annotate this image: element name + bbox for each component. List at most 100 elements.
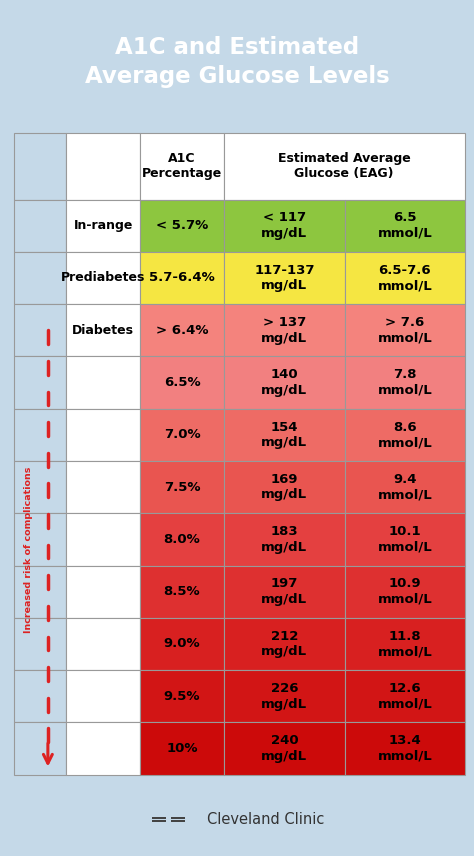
Text: < 117
mg/dL: < 117 mg/dL <box>261 211 308 240</box>
Bar <box>66 514 140 566</box>
Text: 8.6
mmol/L: 8.6 mmol/L <box>377 420 432 449</box>
Bar <box>345 304 465 356</box>
Bar <box>140 356 224 408</box>
Bar <box>152 817 166 819</box>
Text: 197
mg/dL: 197 mg/dL <box>261 578 308 606</box>
Bar <box>224 408 345 461</box>
Bar <box>345 618 465 670</box>
Text: 7.8
mmol/L: 7.8 mmol/L <box>377 368 432 397</box>
Bar <box>66 461 140 514</box>
Bar <box>140 252 224 304</box>
Bar <box>66 618 140 670</box>
Text: 6.5
mmol/L: 6.5 mmol/L <box>377 211 432 240</box>
Bar <box>14 722 66 775</box>
Bar <box>14 408 66 461</box>
Bar <box>345 408 465 461</box>
Bar <box>140 670 224 722</box>
Text: 11.8
mmol/L: 11.8 mmol/L <box>377 630 432 658</box>
Bar <box>224 252 345 304</box>
Bar <box>14 461 66 514</box>
Bar <box>224 514 345 566</box>
Bar <box>140 408 224 461</box>
Bar <box>345 566 465 618</box>
Bar <box>66 408 140 461</box>
Text: 9.5%: 9.5% <box>164 690 200 703</box>
Bar <box>345 514 465 566</box>
Text: 6.5%: 6.5% <box>164 376 201 389</box>
Text: A1C
Percentage: A1C Percentage <box>142 152 222 181</box>
Bar <box>224 133 465 199</box>
Text: 10.9
mmol/L: 10.9 mmol/L <box>377 578 432 606</box>
Bar <box>224 670 345 722</box>
Text: > 6.4%: > 6.4% <box>155 324 208 336</box>
Bar <box>140 722 224 775</box>
Bar <box>14 566 66 618</box>
Text: 117-137
mg/dL: 117-137 mg/dL <box>254 264 315 292</box>
Text: > 7.6
mmol/L: > 7.6 mmol/L <box>377 316 432 344</box>
Bar <box>14 199 66 252</box>
Text: A1C and Estimated
Average Glucose Levels: A1C and Estimated Average Glucose Levels <box>85 36 389 88</box>
Text: Prediabetes: Prediabetes <box>61 271 146 284</box>
Bar <box>224 304 345 356</box>
Bar <box>66 199 140 252</box>
Text: 169
mg/dL: 169 mg/dL <box>261 473 308 502</box>
Bar <box>345 722 465 775</box>
Text: 226
mg/dL: 226 mg/dL <box>261 682 308 710</box>
Text: 240
mg/dL: 240 mg/dL <box>261 734 308 763</box>
Text: Cleveland Clinic: Cleveland Clinic <box>207 812 324 827</box>
Bar <box>66 356 140 408</box>
Bar <box>14 252 66 304</box>
Text: 140
mg/dL: 140 mg/dL <box>261 368 308 397</box>
Text: 10.1
mmol/L: 10.1 mmol/L <box>377 525 432 554</box>
Bar <box>224 566 345 618</box>
Text: 212
mg/dL: 212 mg/dL <box>261 630 308 658</box>
Bar <box>14 670 66 722</box>
Text: 7.5%: 7.5% <box>164 480 200 494</box>
Bar <box>66 304 140 356</box>
Bar <box>224 461 345 514</box>
Bar <box>66 670 140 722</box>
Text: 9.0%: 9.0% <box>164 638 201 651</box>
Text: 154
mg/dL: 154 mg/dL <box>261 420 308 449</box>
Text: 10%: 10% <box>166 742 198 755</box>
Bar <box>224 618 345 670</box>
Text: In-range: In-range <box>73 219 133 232</box>
Bar <box>66 722 140 775</box>
Bar <box>140 618 224 670</box>
Bar <box>66 566 140 618</box>
Text: Increased risk of complications: Increased risk of complications <box>24 467 33 633</box>
Bar <box>140 566 224 618</box>
Text: 183
mg/dL: 183 mg/dL <box>261 525 308 554</box>
Text: 8.0%: 8.0% <box>164 533 201 546</box>
Text: > 137
mg/dL: > 137 mg/dL <box>261 316 308 344</box>
Text: 8.5%: 8.5% <box>164 586 201 598</box>
Bar <box>14 133 66 199</box>
Text: < 5.7%: < 5.7% <box>156 219 208 232</box>
Bar <box>152 820 166 822</box>
Text: 5.7-6.4%: 5.7-6.4% <box>149 271 215 284</box>
Bar <box>140 461 224 514</box>
Bar <box>345 356 465 408</box>
Bar <box>14 618 66 670</box>
Text: 9.4
mmol/L: 9.4 mmol/L <box>377 473 432 502</box>
Bar <box>345 252 465 304</box>
Bar <box>172 817 185 819</box>
Bar <box>345 461 465 514</box>
Bar <box>224 722 345 775</box>
Bar <box>345 199 465 252</box>
Bar <box>140 133 224 199</box>
Bar <box>224 199 345 252</box>
Bar <box>14 356 66 408</box>
Bar <box>345 670 465 722</box>
Bar <box>172 820 185 822</box>
Text: 6.5-7.6
mmol/L: 6.5-7.6 mmol/L <box>377 264 432 292</box>
Text: 12.6
mmol/L: 12.6 mmol/L <box>377 682 432 710</box>
Bar <box>140 514 224 566</box>
Bar <box>140 199 224 252</box>
Text: Diabetes: Diabetes <box>72 324 134 336</box>
Bar <box>66 252 140 304</box>
Text: Estimated Average
Glucose (EAG): Estimated Average Glucose (EAG) <box>278 152 410 181</box>
Text: 7.0%: 7.0% <box>164 428 201 442</box>
Bar <box>14 514 66 566</box>
Bar <box>224 356 345 408</box>
